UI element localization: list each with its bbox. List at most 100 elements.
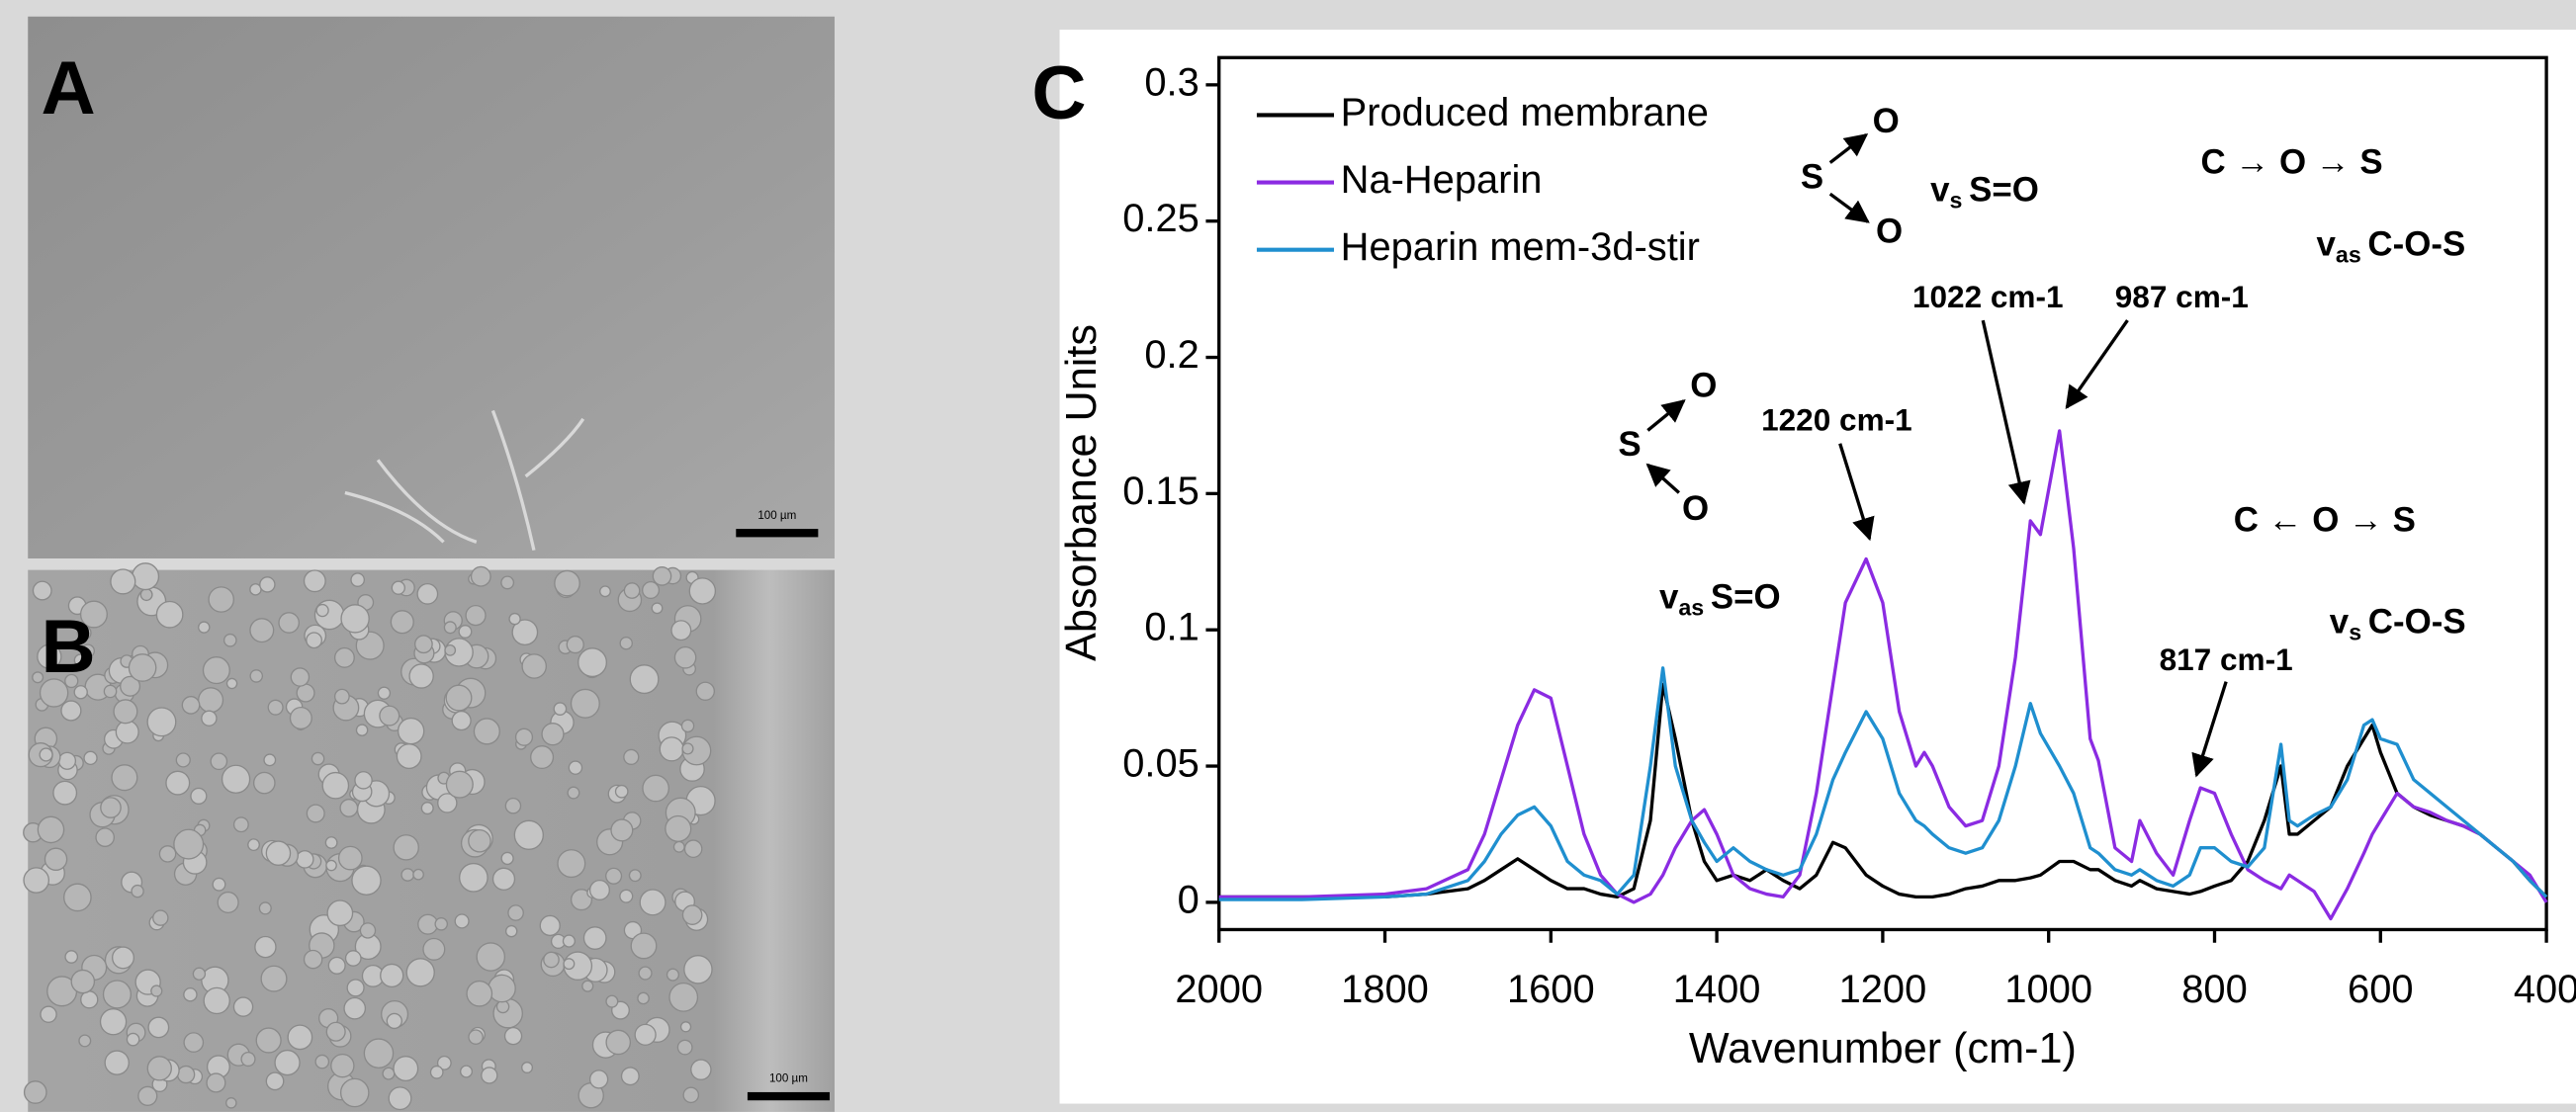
sem-grain: [289, 706, 312, 730]
sem-grain: [350, 572, 366, 587]
sem-grain: [393, 1056, 419, 1082]
sem-grain: [131, 884, 144, 898]
group-label: C → O → S: [2201, 142, 2383, 181]
sem-grain: [454, 913, 470, 929]
sem-grain: [355, 724, 369, 736]
sem-grain: [619, 889, 634, 903]
sem-grain: [252, 771, 276, 795]
sem-grain: [73, 653, 87, 667]
sem-grain: [513, 819, 544, 850]
sem-grain: [80, 643, 95, 658]
sem-grain: [377, 686, 392, 700]
sem-grain: [543, 951, 560, 969]
sem-grain: [665, 814, 692, 842]
sem-grain: [468, 828, 491, 853]
sem-fibres: [344, 409, 585, 552]
sem-grain: [422, 937, 446, 961]
sem-grain: [64, 673, 79, 689]
sem-grain: [183, 987, 198, 1002]
sem-grain: [380, 963, 404, 988]
sem-grain: [688, 577, 717, 605]
sem-grain: [436, 1055, 452, 1070]
sem-grain: [137, 1085, 158, 1106]
scale-bar: [747, 1091, 830, 1101]
sem-grain: [132, 562, 160, 591]
sem-grain: [181, 696, 201, 715]
sem-grain: [247, 838, 260, 852]
sem-grain: [64, 950, 79, 964]
sem-grain: [511, 619, 539, 646]
sem-grain: [173, 828, 205, 860]
sem-grain: [605, 994, 619, 1008]
sem-grain: [303, 569, 326, 593]
assignment-part: as: [2336, 241, 2361, 267]
sem-grain: [554, 569, 580, 597]
y-tick-label: 0.05: [1122, 742, 1199, 786]
sem-grain: [100, 797, 122, 818]
sem-grain: [672, 840, 685, 853]
sem-grain: [530, 744, 555, 770]
sem-grain: [79, 600, 108, 629]
y-tick-label: 0.1: [1144, 606, 1199, 649]
assignment-part: S=O: [1711, 578, 1781, 617]
sem-grain: [208, 586, 234, 613]
sem-grain: [683, 839, 703, 859]
sem-grain: [445, 770, 474, 799]
sem-grain: [491, 867, 516, 891]
sem-grain: [40, 1005, 57, 1023]
sem-grain: [249, 618, 275, 643]
peak-label: 817 cm-1: [2160, 642, 2293, 677]
sem-grain: [408, 663, 434, 689]
sem-grain: [23, 867, 50, 894]
x-tick-label: 1000: [2004, 968, 2092, 1011]
y-axis-label: Absorbance Units: [1058, 324, 1106, 661]
sem-grain: [363, 1038, 395, 1069]
sem-grain: [112, 946, 135, 970]
sem-grain: [212, 877, 226, 892]
sem-grain: [192, 967, 207, 981]
sem-grain: [333, 688, 350, 705]
sem-grain: [570, 688, 600, 719]
sem-grain: [183, 1032, 205, 1053]
sem-grain: [232, 816, 249, 833]
sem-grain: [32, 580, 52, 601]
sem-grain: [683, 955, 713, 984]
sem-grain: [102, 980, 133, 1009]
structure-atom: O: [1876, 212, 1903, 250]
y-tick-label: 0.3: [1144, 60, 1199, 104]
sem-grain: [682, 1086, 700, 1104]
sem-grain: [680, 719, 695, 733]
sem-grain: [673, 645, 697, 669]
sem-grain: [503, 1026, 523, 1046]
x-tick-label: 1600: [1507, 968, 1595, 1011]
sem-grain: [32, 671, 44, 684]
y-tick-label: 0.25: [1122, 197, 1199, 240]
x-tick-label: 1400: [1673, 968, 1761, 1011]
sem-grain: [642, 774, 669, 803]
sem-grain: [577, 647, 608, 678]
sem-grain: [152, 909, 169, 926]
sem-grain: [146, 707, 177, 737]
sem-grain: [666, 968, 680, 982]
sem-grain: [225, 677, 238, 690]
sem-grain: [339, 799, 359, 817]
annotation-arrow: [2065, 319, 2129, 410]
sem-grain: [562, 934, 577, 948]
sem-grain: [39, 747, 53, 762]
x-tick-label: 400: [2514, 968, 2576, 1011]
sem-grain: [500, 575, 515, 590]
sem-grain: [57, 751, 77, 770]
panel-label: C: [1031, 51, 1086, 135]
sem-grain: [274, 1049, 301, 1076]
sem-grain: [634, 1023, 657, 1046]
sem-grain: [225, 1097, 237, 1109]
sem-image: [28, 16, 835, 558]
assignment: vs C-O-S: [2330, 603, 2466, 645]
sem-grain: [76, 625, 92, 641]
sem-grain: [690, 1059, 712, 1080]
sem-grain: [397, 717, 425, 745]
sem-grain: [146, 1056, 172, 1081]
assignment-part: C-O-S: [2367, 225, 2465, 264]
legend-label: Na-Heparin: [1341, 158, 1543, 202]
sem-grain: [337, 845, 363, 871]
